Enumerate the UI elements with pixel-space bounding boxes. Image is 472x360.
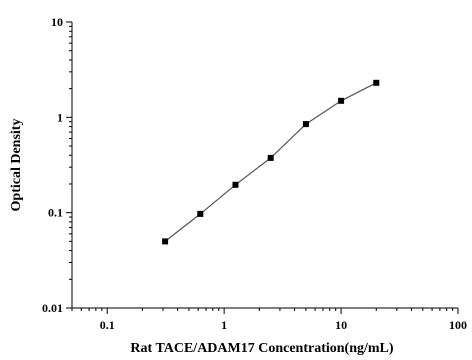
y-tick-label: 1	[57, 110, 63, 124]
y-tick-label: 0.01	[42, 301, 63, 315]
x-ticks: 0.1 1 10 100	[71, 308, 467, 332]
data-point	[302, 121, 309, 128]
y-axis-title: Optical Density	[9, 119, 24, 212]
fit-curve	[164, 82, 377, 242]
x-tick-label: 0.1	[100, 318, 115, 332]
x-axis-title: Rat TACE/ADAM17 Concentration(ng/mL)	[130, 341, 393, 356]
x-tick-label: 100	[449, 318, 467, 332]
data-point	[373, 79, 380, 86]
data-point	[338, 97, 345, 104]
x-tick-label: 1	[221, 318, 227, 332]
data-point	[232, 181, 239, 188]
y-ticks: 0.01 0.1 1 10	[42, 15, 72, 315]
data-point	[197, 210, 204, 217]
axes	[71, 22, 458, 309]
x-tick-label: 10	[335, 318, 347, 332]
data-points	[162, 79, 380, 245]
data-point	[267, 154, 274, 161]
data-point	[162, 238, 169, 245]
y-tick-label: 10	[51, 15, 63, 29]
y-tick-label: 0.1	[48, 206, 63, 220]
